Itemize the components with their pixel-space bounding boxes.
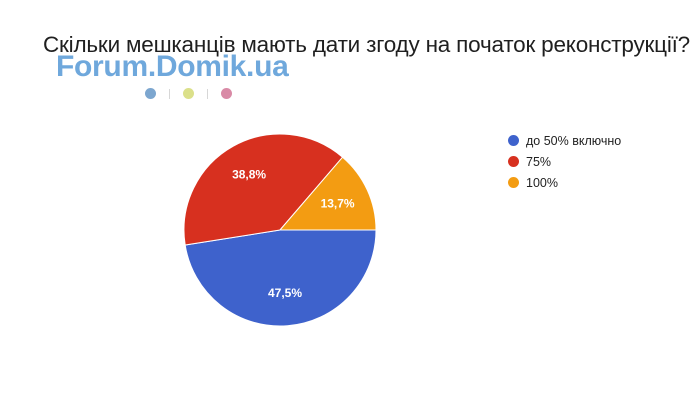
pie-slice-1[interactable] bbox=[183, 133, 344, 246]
legend-item-1[interactable]: 75% bbox=[508, 151, 621, 172]
watermark-dot-3 bbox=[221, 88, 232, 99]
watermark-dot-2 bbox=[183, 88, 194, 99]
pie-slice-label-0: 47,5% bbox=[268, 286, 302, 300]
legend-swatch-1 bbox=[508, 156, 519, 167]
pie-slice-label-2: 13,7% bbox=[321, 197, 355, 211]
watermark-logo: Forum.Domik.ua bbox=[56, 50, 289, 83]
pie-slice-0[interactable] bbox=[184, 229, 377, 327]
chart-title: Скільки мешканців мають дати згоду на по… bbox=[42, 32, 690, 57]
watermark-separator-1 bbox=[169, 88, 170, 99]
legend: до 50% включно 75% 100% bbox=[508, 130, 621, 193]
watermark-dots bbox=[145, 88, 232, 99]
legend-label-1: 75% bbox=[526, 154, 552, 169]
legend-item-2[interactable]: 100% bbox=[508, 172, 621, 193]
legend-swatch-2 bbox=[508, 177, 519, 188]
watermark-dot-1 bbox=[145, 88, 156, 99]
pie-slice-2[interactable] bbox=[278, 156, 377, 231]
legend-item-0[interactable]: до 50% включно bbox=[508, 130, 621, 151]
watermark-separator-2 bbox=[207, 88, 208, 99]
legend-label-2: 100% bbox=[526, 175, 558, 190]
legend-label-0: до 50% включно bbox=[526, 133, 622, 148]
pie-slice-label-1: 38,8% bbox=[232, 168, 266, 182]
legend-swatch-0 bbox=[508, 135, 519, 146]
